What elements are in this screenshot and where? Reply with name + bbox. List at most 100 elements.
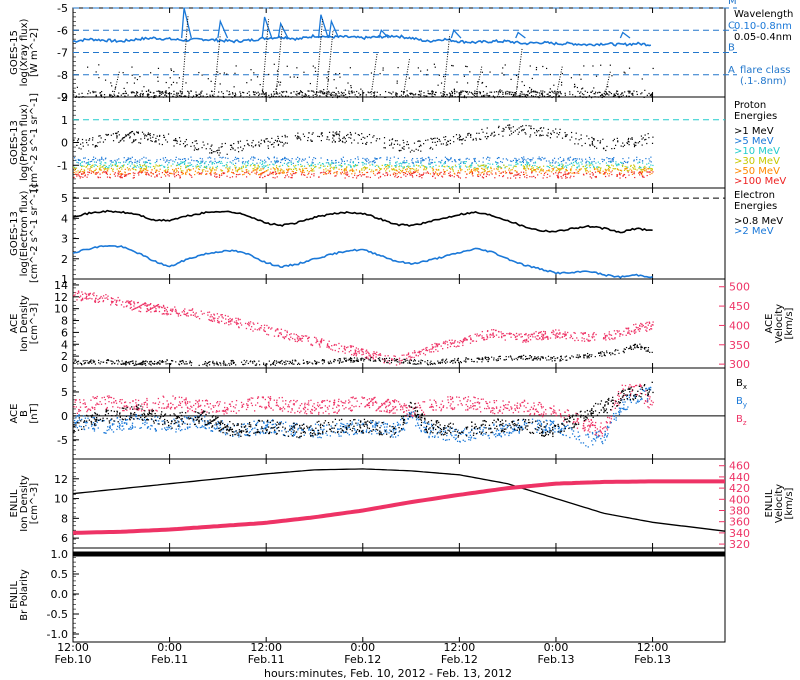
ace-velocity-point	[328, 347, 330, 349]
proton-point	[483, 168, 486, 170]
proton-point	[404, 172, 407, 174]
xray-short-point	[256, 92, 258, 94]
proton-point	[272, 173, 274, 175]
ace-velocity-point	[537, 335, 539, 337]
ace-velocity-point	[449, 342, 452, 344]
proton-point	[118, 141, 120, 144]
xray-short-point	[579, 74, 581, 76]
ace-velocity-point	[584, 332, 586, 335]
proton-point	[388, 164, 390, 166]
xray-short-point	[443, 75, 445, 78]
proton-point	[432, 137, 435, 140]
ace-velocity-point	[471, 340, 474, 342]
proton-point	[648, 137, 650, 139]
proton-point	[441, 164, 443, 166]
ace-velocity-point	[425, 347, 427, 349]
ace-velocity-point	[554, 334, 556, 336]
ace-velocity-point	[335, 344, 338, 346]
proton-point	[358, 134, 360, 136]
proton-point	[104, 164, 106, 166]
proton-point	[284, 177, 286, 179]
proton-point	[117, 165, 119, 167]
proton-point	[147, 133, 149, 136]
ace-velocity-point	[464, 339, 466, 341]
proton-point	[111, 164, 114, 166]
proton-point	[601, 158, 603, 160]
xray-short-point	[165, 81, 167, 84]
proton-point	[225, 163, 227, 166]
xray-short-point	[287, 95, 289, 98]
ace-velocity-point	[538, 332, 540, 335]
proton-point	[581, 158, 583, 160]
proton-point	[478, 173, 480, 175]
proton-point	[310, 167, 312, 169]
proton-point	[141, 131, 144, 133]
ace-velocity-point	[289, 339, 291, 341]
ace-velocity-point	[81, 291, 83, 293]
proton-point	[372, 160, 374, 163]
proton-point	[549, 162, 551, 164]
xray-short-point	[593, 87, 595, 89]
proton-point	[108, 168, 110, 170]
proton-point	[518, 127, 520, 129]
ace-velocity-point	[650, 328, 653, 330]
proton-point	[358, 170, 361, 172]
proton-point	[576, 163, 578, 165]
proton-point	[431, 162, 434, 164]
proton-point	[144, 171, 146, 173]
proton-point	[616, 165, 618, 167]
ace-velocity-point	[297, 339, 300, 342]
proton-point	[553, 167, 555, 170]
xray-short-point	[347, 82, 349, 84]
proton-point	[628, 157, 630, 159]
ace-velocity-point	[618, 330, 620, 332]
proton-point	[149, 137, 152, 139]
proton-point	[175, 172, 177, 174]
proton-point	[263, 140, 266, 143]
xray-short-point	[406, 94, 408, 96]
proton-point	[158, 170, 160, 173]
proton-point	[613, 147, 616, 150]
proton-point	[284, 157, 286, 159]
proton-point	[158, 143, 161, 145]
proton-point	[441, 165, 443, 167]
xray-short-point	[234, 92, 236, 94]
proton-point	[286, 158, 288, 160]
proton-point	[338, 133, 340, 135]
ace-density-point	[395, 359, 397, 362]
ace-velocity-point	[367, 357, 369, 359]
xray-short-point	[338, 95, 341, 97]
xray-short-point	[528, 92, 531, 94]
ace-velocity-point	[432, 346, 434, 348]
xray-short-point	[122, 72, 124, 74]
proton-point	[607, 164, 609, 166]
proton-point	[237, 147, 239, 149]
xray-short-point	[340, 94, 342, 96]
proton-point	[576, 167, 578, 169]
xray-short-point	[541, 92, 544, 94]
proton-point	[97, 159, 99, 161]
xray-short-point	[479, 91, 482, 93]
flare-level-label: B	[728, 43, 735, 54]
proton-point	[484, 136, 486, 138]
proton-point	[379, 168, 382, 170]
xray-short-point	[200, 91, 202, 93]
xray-short-point	[632, 92, 634, 94]
proton-point	[488, 159, 490, 161]
proton-point	[556, 132, 558, 134]
xray-short-point	[382, 69, 384, 71]
ace-velocity-point	[442, 348, 444, 350]
proton-point	[622, 145, 624, 148]
proton-point	[107, 170, 109, 172]
proton-point	[86, 166, 88, 168]
xray-short-point	[433, 63, 435, 65]
proton-point	[207, 157, 209, 159]
xray-short-point	[515, 91, 517, 94]
proton-point	[618, 163, 620, 165]
proton-point	[277, 143, 280, 146]
ace-velocity-point	[277, 335, 280, 338]
proton-point	[543, 158, 545, 160]
proton-point	[220, 169, 222, 171]
proton-point	[403, 160, 405, 162]
proton-point	[364, 158, 366, 160]
